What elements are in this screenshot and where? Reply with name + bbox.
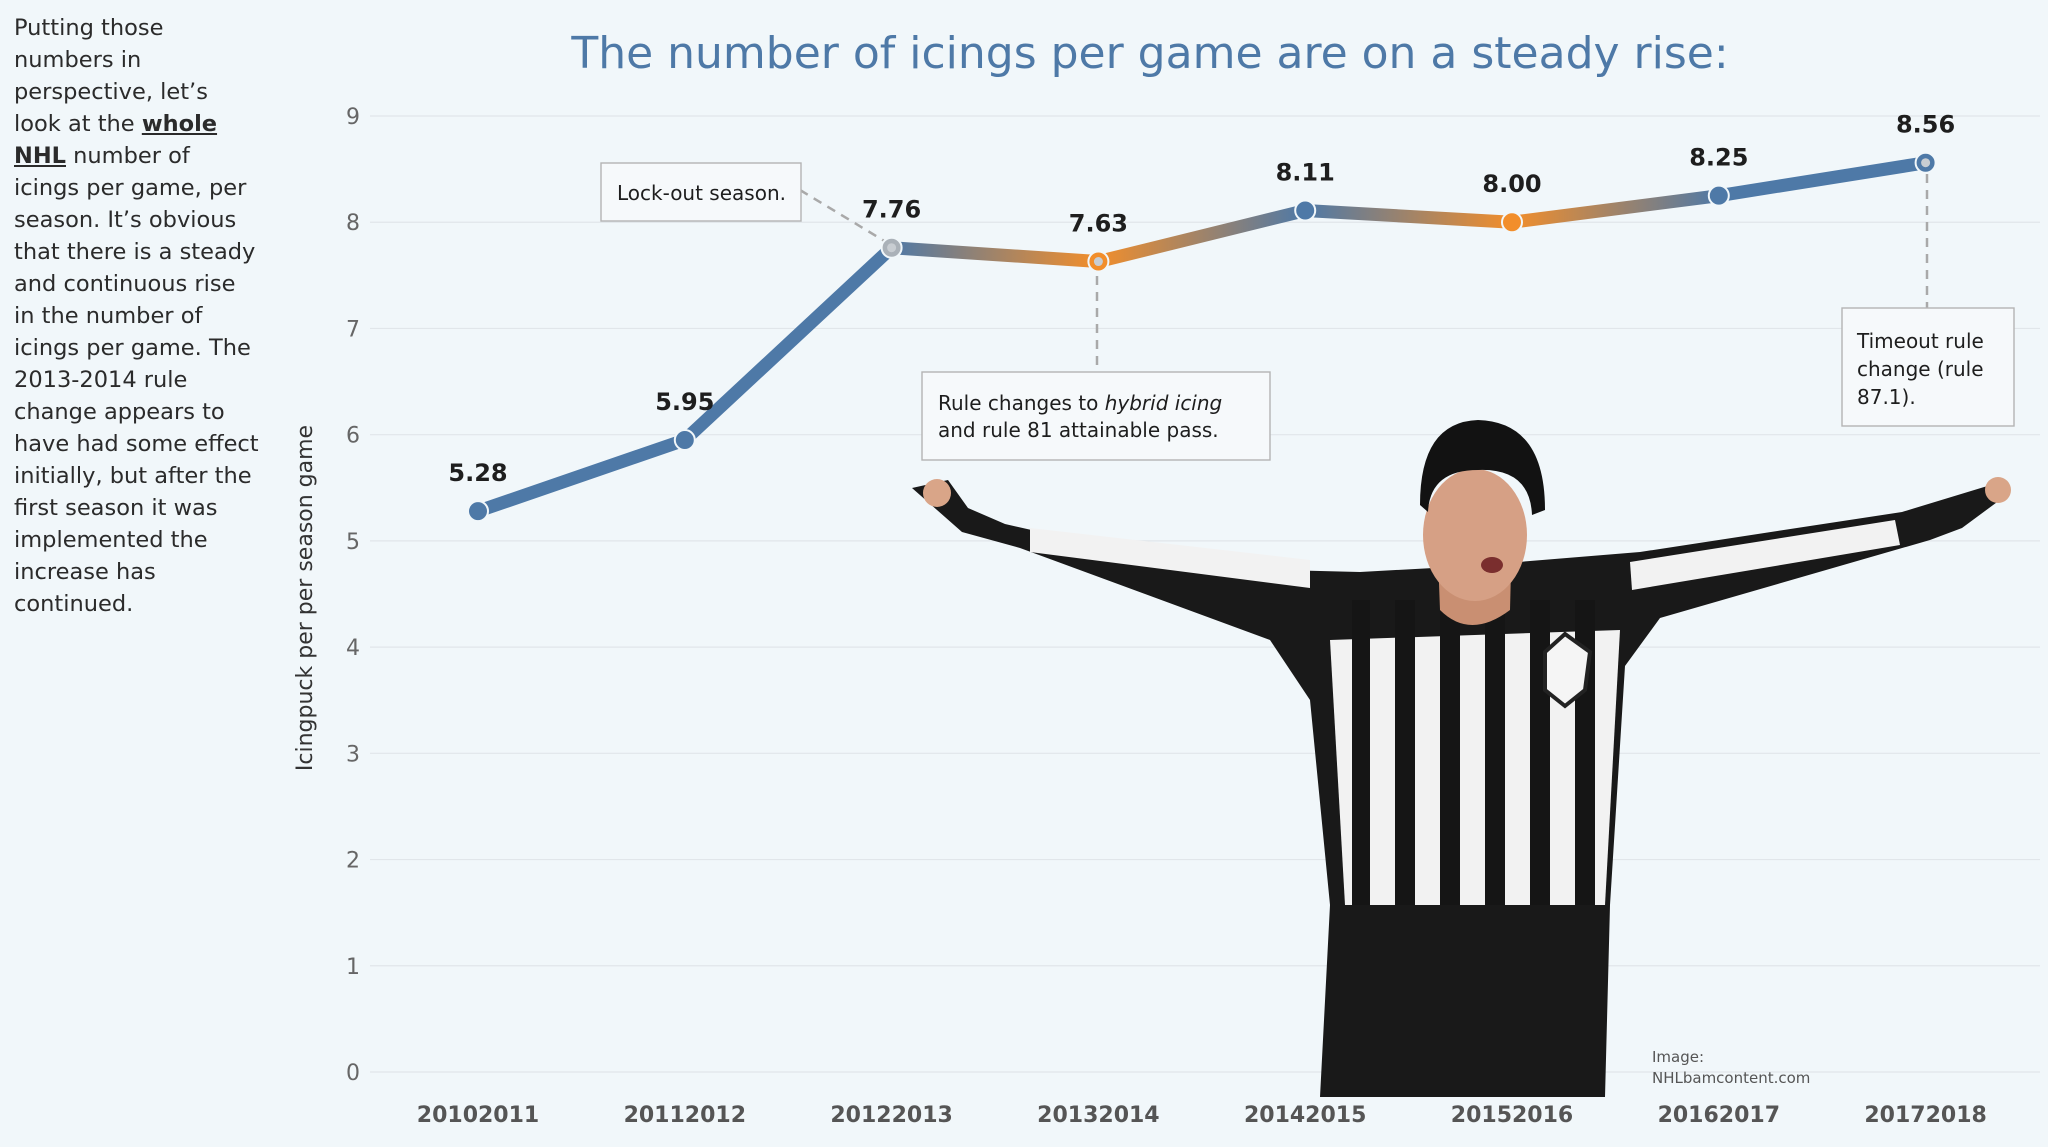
lockout-leader-line bbox=[799, 188, 892, 247]
timeout-annotation-line3: 87.1). bbox=[1857, 385, 1916, 409]
y-tick-label: 7 bbox=[346, 317, 360, 342]
x-tick-label: 20132014 bbox=[1037, 1103, 1159, 1128]
line-segment bbox=[1091, 204, 1312, 269]
timeout-annotation: Timeout rule change (rule 87.1). bbox=[1841, 307, 2015, 427]
rule-change-annotation-line2: and rule 81 attainable pass. bbox=[938, 418, 1219, 442]
y-tick-label: 8 bbox=[346, 211, 360, 236]
chart-title: The number of icings per game are on a s… bbox=[570, 28, 1728, 79]
x-tick-label: 20162017 bbox=[1658, 1103, 1780, 1128]
data-point bbox=[673, 428, 696, 451]
data-label: 7.63 bbox=[1069, 210, 1128, 238]
lockout-annotation-text: Lock-out season. bbox=[617, 181, 786, 205]
data-point-marker bbox=[887, 243, 897, 253]
data-label: 8.11 bbox=[1276, 159, 1335, 187]
y-tick-label: 1 bbox=[346, 955, 360, 980]
image-credit-label: Image: bbox=[1652, 1048, 1704, 1066]
x-tick-label: 20122013 bbox=[830, 1103, 952, 1128]
data-point-marker bbox=[1921, 158, 1931, 168]
sidebar-text-after: number of icings per game, per season. I… bbox=[14, 143, 259, 617]
y-tick-label: 3 bbox=[346, 742, 360, 767]
x-tick-label: 20142015 bbox=[1244, 1103, 1366, 1128]
y-tick-label: 9 bbox=[346, 105, 360, 130]
referee-illustration bbox=[912, 420, 2011, 1097]
data-label: 5.28 bbox=[448, 459, 507, 487]
data-point bbox=[1294, 199, 1317, 222]
sidebar-highlight: whole NHL bbox=[14, 111, 218, 169]
gridlines bbox=[370, 115, 2040, 1073]
x-tick-label: 20112012 bbox=[624, 1103, 746, 1128]
timeout-annotation-line2: change (rule bbox=[1857, 357, 1984, 381]
line-segment bbox=[678, 241, 899, 447]
data-point bbox=[1501, 211, 1523, 234]
x-tick-label: 20152016 bbox=[1451, 1103, 1573, 1128]
data-label: 8.00 bbox=[1482, 170, 1541, 198]
data-point bbox=[467, 500, 489, 523]
data-point bbox=[1707, 184, 1730, 207]
timeout-annotation-line1: Timeout rule bbox=[1856, 329, 1984, 353]
sidebar-commentary: Putting those numbers in perspective, le… bbox=[14, 12, 260, 620]
image-credit-source: NHLbamcontent.com bbox=[1652, 1069, 1810, 1087]
sidebar-text-before: Putting those numbers in perspective, le… bbox=[14, 15, 208, 137]
line-segment bbox=[471, 433, 692, 518]
y-tick-label: 4 bbox=[346, 636, 360, 661]
data-label: 7.76 bbox=[862, 196, 921, 224]
line-segment bbox=[1298, 204, 1519, 229]
y-tick-label: 2 bbox=[346, 849, 360, 874]
y-tick-label: 5 bbox=[346, 530, 360, 555]
line-segment bbox=[1712, 156, 1933, 203]
rule-change-annotation: Rule changes to hybrid icing and rule 81… bbox=[921, 371, 1271, 461]
x-axis-ticks: 20102011 20112012 20122013 20132014 20142015… bbox=[417, 1103, 1987, 1128]
y-axis-label: Icingpuck per per season game bbox=[293, 425, 318, 771]
data-point-marker bbox=[1093, 257, 1103, 267]
data-label: 8.56 bbox=[1896, 111, 1955, 139]
y-tick-label: 6 bbox=[346, 424, 360, 449]
x-tick-label: 20102011 bbox=[417, 1103, 539, 1128]
y-axis-ticks: 0 1 2 3 4 5 6 7 8 9 bbox=[346, 105, 360, 1086]
data-label: 8.25 bbox=[1689, 144, 1748, 172]
line-segment bbox=[885, 241, 1105, 269]
x-tick-label: 20172018 bbox=[1864, 1103, 1986, 1128]
y-tick-label: 0 bbox=[346, 1061, 360, 1086]
line-segment bbox=[1505, 189, 1726, 229]
data-label: 5.95 bbox=[655, 388, 714, 416]
lockout-annotation: Lock-out season. bbox=[600, 162, 802, 222]
rule-change-annotation-line1: Rule changes to hybrid icing bbox=[938, 391, 1222, 415]
